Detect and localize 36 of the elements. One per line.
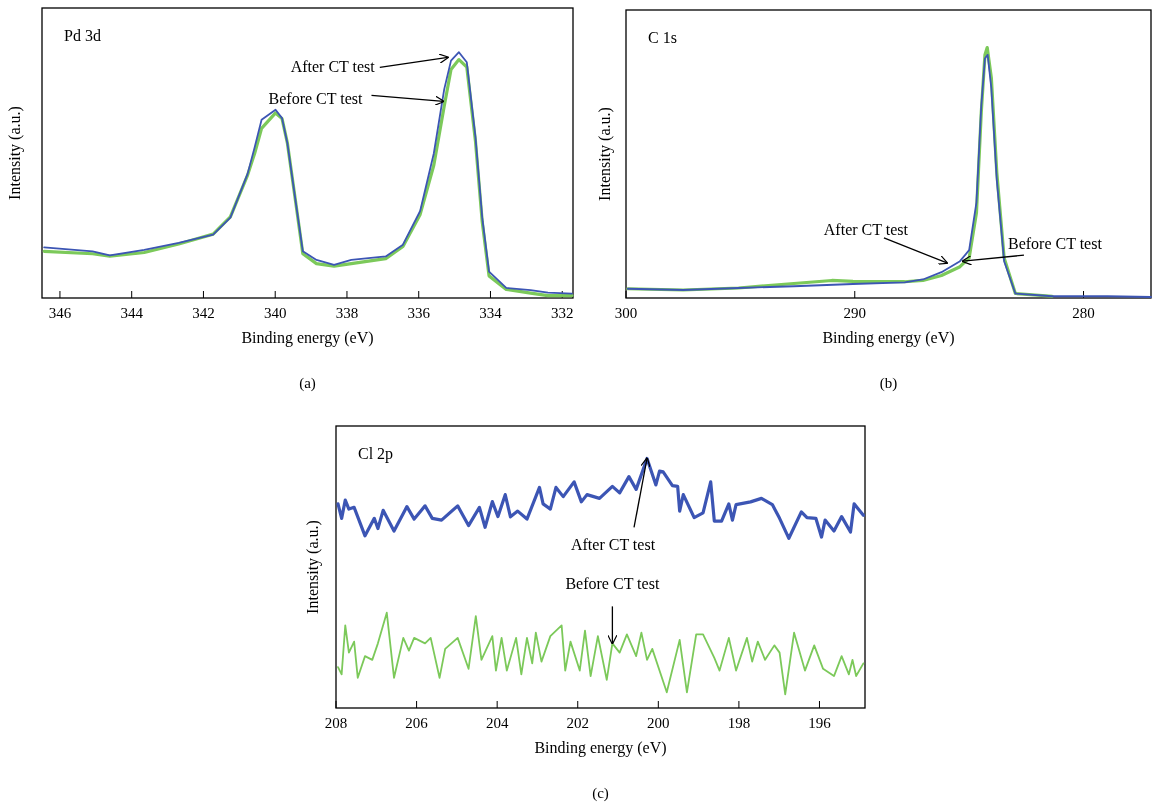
y-axis-title: Intensity (a.u.) xyxy=(304,520,322,614)
x-tick-label: 344 xyxy=(120,305,144,321)
annotation: Before CT test xyxy=(565,575,660,593)
annotation: After CT test xyxy=(290,58,376,76)
x-tick-label: 204 xyxy=(485,715,509,731)
x-tick-label: 196 xyxy=(808,715,832,731)
annotation: Before CT test xyxy=(1007,235,1103,253)
x-tick-label: 206 xyxy=(405,715,429,731)
y-axis-title: Intensity (a.u.) xyxy=(6,106,24,200)
x-tick-label: 200 xyxy=(647,715,670,731)
chart-title: Cl 2p xyxy=(358,445,394,463)
x-tick-label: 336 xyxy=(407,305,431,321)
x-axis-title: Binding energy (eV) xyxy=(534,739,667,757)
x-tick-label: 290 xyxy=(843,305,867,321)
x-tick-label: 208 xyxy=(324,715,348,731)
x-tick-label: 280 xyxy=(1072,305,1095,321)
x-tick-label: 202 xyxy=(566,715,589,731)
annotation: After CT test xyxy=(570,536,656,554)
annotation: Before CT test xyxy=(268,90,364,108)
text: (b) xyxy=(879,375,898,392)
x-tick-label: 334 xyxy=(479,305,503,321)
chart-title: C 1s xyxy=(648,29,677,46)
y-axis-title: Intensity (a.u.) xyxy=(596,107,614,201)
x-axis-title: Binding energy (eV) xyxy=(241,329,374,347)
x-tick-label: 342 xyxy=(192,305,215,321)
x-tick-label: 338 xyxy=(335,305,359,321)
text: (a) xyxy=(299,375,316,392)
x-tick-label: 346 xyxy=(48,305,72,321)
text: (c) xyxy=(592,785,609,802)
x-tick-label: 198 xyxy=(727,715,751,731)
annotation: After CT test xyxy=(823,220,909,238)
x-tick-label: 332 xyxy=(550,305,574,321)
x-axis-title: Binding energy (eV) xyxy=(822,329,955,347)
x-tick-label: 300 xyxy=(614,305,638,321)
x-tick-label: 340 xyxy=(263,305,287,321)
chart-title: Pd 3d xyxy=(64,27,101,44)
